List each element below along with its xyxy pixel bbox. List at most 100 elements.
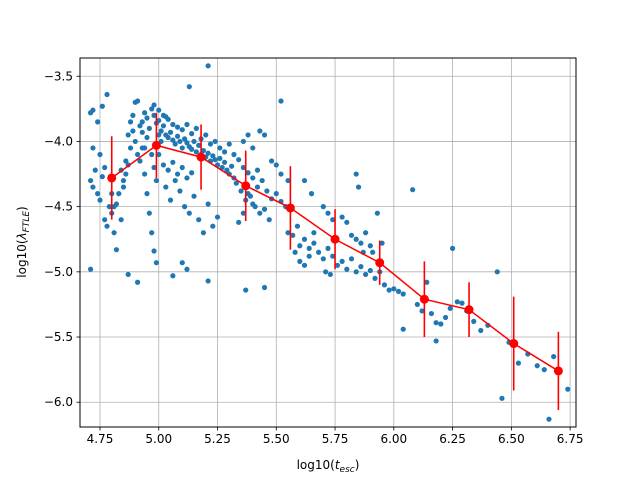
scatter-point	[95, 119, 101, 125]
scatter-point	[261, 132, 268, 138]
scatter-point	[240, 138, 246, 145]
scatter-point	[172, 141, 178, 147]
y-axis-ticks: −3.5 −4.0 −4.5 −5.0 −5.5 −6.0	[44, 69, 80, 409]
scatter-point	[217, 145, 223, 151]
scatter-point	[266, 217, 272, 223]
scatter-point	[327, 271, 333, 278]
binned-mean-marker	[107, 173, 117, 183]
scatter-point	[205, 150, 211, 156]
scatter-point	[339, 214, 345, 220]
scatter-point	[99, 174, 105, 180]
scatter-point	[174, 124, 181, 130]
scatter-point	[170, 273, 176, 279]
scatter-point	[226, 141, 232, 147]
scatter-point	[127, 145, 134, 151]
scatter-point	[367, 267, 373, 274]
scatter-point	[245, 191, 251, 197]
scatter-point	[261, 206, 268, 212]
scatter-point	[259, 177, 265, 184]
scatter-point	[191, 193, 197, 199]
scatter-point	[137, 123, 143, 129]
scatter-point	[210, 153, 216, 159]
scatter-point	[447, 305, 453, 311]
scatter-point	[123, 171, 129, 177]
scatter-point	[130, 128, 136, 134]
scatter-point	[264, 188, 270, 194]
scatter-point	[179, 164, 185, 171]
scatter-point	[344, 219, 350, 225]
binned-mean-marker	[285, 203, 295, 213]
scatter-point	[551, 353, 557, 360]
scatter-point	[160, 123, 167, 129]
scatter-point	[142, 145, 148, 151]
binned-mean-marker	[151, 140, 161, 150]
scatter-point	[494, 269, 500, 275]
scatter-point	[285, 230, 291, 236]
scatter-point	[449, 245, 456, 251]
scatter-point	[184, 121, 190, 128]
scatter-point	[193, 125, 199, 132]
scatter-point	[210, 223, 216, 229]
scatter-point	[214, 214, 221, 220]
scatter-point	[151, 102, 157, 108]
scatter-point	[353, 236, 359, 242]
scatter-point	[391, 286, 397, 292]
scatter-point	[182, 204, 188, 210]
scatter-point	[325, 210, 331, 216]
scatter-point	[348, 256, 355, 262]
scatter-point	[125, 132, 131, 138]
scatter-point	[311, 240, 317, 246]
scatter-point	[116, 191, 122, 197]
scatter-point	[344, 266, 350, 272]
scatter-point	[146, 210, 152, 216]
scatter-point	[278, 171, 284, 177]
scatter-point	[236, 219, 242, 225]
scatter-point	[174, 133, 181, 139]
scatter-point	[139, 129, 145, 135]
binned-mean-marker	[196, 152, 206, 162]
scatter-point	[306, 245, 312, 251]
scatter-point	[172, 177, 178, 184]
scatter-point	[250, 201, 256, 207]
scatter-point	[257, 210, 263, 216]
scatter-point	[254, 184, 261, 190]
scatter-point	[320, 204, 326, 210]
scatter-point	[374, 210, 380, 216]
scatter-point	[142, 110, 148, 116]
x-tick-label: 6.25	[439, 432, 466, 446]
scatter-point	[167, 197, 174, 203]
scatter-point	[233, 180, 239, 186]
scatter-point	[212, 157, 218, 163]
scatter-point	[370, 249, 376, 255]
scatter-point	[134, 98, 141, 104]
scatter-point	[268, 158, 275, 164]
scatter-point	[200, 147, 207, 154]
scatter-point	[95, 191, 101, 197]
scatter-point	[153, 177, 159, 184]
scatter-point	[149, 151, 155, 158]
scatter-point	[203, 132, 209, 138]
scatter-point	[113, 247, 120, 253]
scatter-point	[104, 223, 110, 229]
scatter-point	[165, 167, 171, 173]
x-tick-label: 5.25	[204, 432, 231, 446]
scatter-point	[97, 151, 103, 158]
scatter-point	[250, 145, 256, 151]
scatter-point	[137, 158, 143, 164]
scatter-point	[400, 326, 406, 332]
scatter-point	[179, 260, 185, 266]
scatter-point	[196, 142, 202, 148]
y-tick-label: −6.0	[44, 395, 73, 409]
scatter-point	[308, 191, 315, 197]
scatter-point	[160, 162, 167, 168]
scatter-point	[433, 338, 439, 344]
scatter-point	[381, 282, 388, 288]
scatter-point	[184, 175, 190, 181]
scatter-point	[170, 159, 176, 165]
scatter-point	[205, 63, 211, 69]
x-tick-label: 6.00	[380, 432, 407, 446]
scatter-point	[120, 184, 127, 190]
scatter-point	[87, 266, 94, 272]
scatter-point	[240, 164, 246, 171]
